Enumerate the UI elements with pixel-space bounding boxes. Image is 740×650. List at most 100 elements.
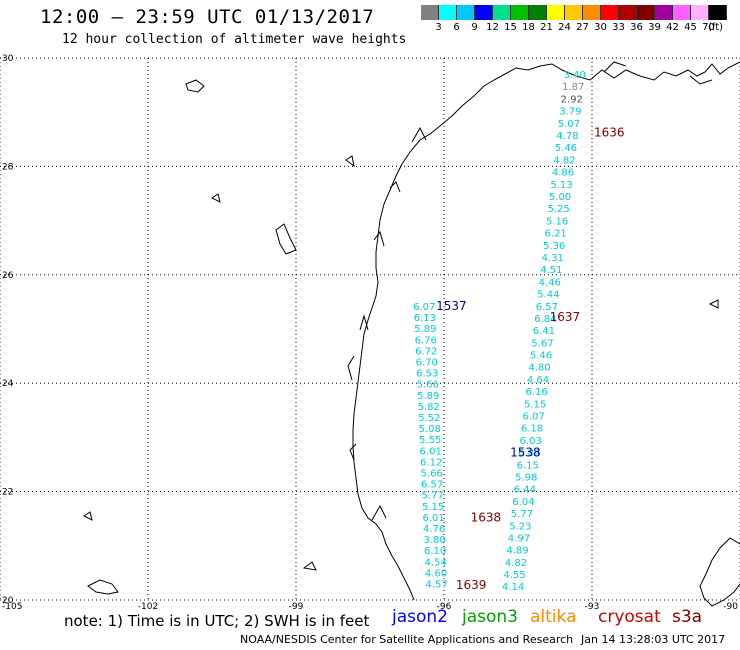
latitude-label: 26	[2, 271, 14, 281]
wave-height-value: 6.15	[517, 460, 539, 471]
color-scale-swatch: 18	[511, 5, 535, 33]
wave-height-value: 5.89	[417, 391, 439, 402]
color-scale-swatch: 9	[457, 5, 478, 33]
wave-height-value: 5.46	[555, 143, 577, 154]
wave-height-value: 4.97	[508, 533, 530, 544]
inland-feature	[83, 79, 355, 571]
color-scale-label: 3	[435, 22, 442, 33]
wave-height-value: 5.44	[537, 290, 559, 301]
wave-height-value: 6.41	[533, 326, 555, 337]
satellite-legend-altika: altika	[530, 607, 577, 627]
wave-height-value: 3.40	[564, 70, 586, 81]
wave-height-value: 2.92	[561, 94, 583, 105]
island-cuba	[87, 299, 719, 595]
wave-height-value: 6.04	[512, 497, 534, 508]
wave-height-value: 6.18	[521, 424, 543, 435]
longitude-label: -93	[585, 602, 600, 612]
wave-height-value: 4.14	[502, 582, 524, 593]
wave-height-value: 4.51	[540, 265, 562, 276]
color-scale-swatch: 42	[655, 5, 679, 33]
wave-height-value: 4.76	[423, 524, 445, 535]
wave-height-value: 5.77	[511, 509, 533, 520]
color-scale-label: 15	[504, 22, 517, 33]
wave-height-value: 5.36	[543, 241, 565, 252]
generated-timestamp: Jan 14 13:28:03 UTC 2017	[581, 633, 726, 646]
axis-labels: 30 28 26 24 22 20-105 -102 -99 -96 -93 -90	[2, 54, 738, 612]
wave-height-value: 5.52	[418, 413, 440, 424]
color-scale-label: 9	[471, 22, 478, 33]
color-scale-label: 30	[594, 22, 607, 33]
color-scale-legend: 3 6 9 12 15 18 21 24 27 30 33 36 39 42 45 70	[421, 5, 727, 33]
color-scale-swatch: 24	[547, 5, 571, 33]
wave-height-value: 4.46	[539, 277, 561, 288]
wave-height-value: 6.07	[522, 412, 544, 423]
wave-height-value: 6.76	[415, 335, 437, 346]
color-scale-swatch: 15	[493, 5, 517, 33]
latitude-label: 28	[2, 162, 14, 172]
latitude-label: 22	[2, 488, 13, 498]
wave-height-value: 6.72	[415, 346, 437, 357]
wave-height-value: 5.67	[531, 338, 553, 349]
wave-height-value: 4.64	[527, 375, 549, 386]
color-scale-swatch: 3	[421, 5, 442, 33]
wave-height-value: 6.01	[420, 446, 442, 457]
wave-height-value: 6.12	[420, 457, 442, 468]
wave-height-value: 5.66	[417, 380, 439, 391]
wave-height-value: 6.10	[424, 546, 446, 557]
color-scale-swatch: 45	[673, 5, 697, 33]
wave-height-value: 6.03	[520, 436, 542, 447]
wave-height-value: 6.01	[423, 513, 445, 524]
wave-height-value: 6.57	[421, 480, 443, 491]
color-scale-swatch: 70	[691, 5, 715, 33]
wave-height-value: 5.00	[549, 192, 571, 203]
wave-height-value: 6.53	[416, 369, 438, 380]
wave-height-value: 6.16	[525, 387, 547, 398]
pass-number-label: 1537	[436, 299, 467, 313]
color-scale-swatch: 36	[619, 5, 643, 33]
wave-height-value: 5.08	[419, 424, 441, 435]
credit-text: NOAA/NESDIS Center for Satellite Applica…	[240, 633, 574, 646]
latitude-label: 30	[2, 54, 14, 64]
color-scale-label: 27	[576, 22, 589, 33]
color-scale-label: 33	[612, 22, 625, 33]
pass-number-label: 1639	[456, 578, 487, 592]
wave-height-value: 5.16	[546, 216, 568, 227]
coastline-east	[699, 537, 740, 607]
map-subtitle: 12 hour collection of altimeter wave hei…	[62, 32, 407, 47]
color-scale-label: 21	[540, 22, 553, 33]
wave-height-value: 6.44	[514, 485, 536, 496]
wave-height-value: 6.21	[545, 229, 567, 240]
wave-height-value: 4.86	[552, 168, 574, 179]
wave-height-value: 5.15	[422, 502, 444, 513]
pass-labels: 1636 1537 1637 1538 1638 1639	[436, 126, 624, 593]
color-scale-label: 24	[558, 22, 571, 33]
satellite-legend-cryosat: cryosat	[598, 607, 661, 627]
color-scale-label: 70	[702, 22, 715, 33]
wave-height-value: 4.60	[425, 568, 447, 579]
wave-height-value: 4.89	[506, 546, 528, 557]
color-scale-label: 42	[666, 22, 679, 33]
wave-height-value: 5.98	[515, 472, 537, 483]
wave-height-value: 5.77	[422, 491, 444, 502]
wave-height-value: 4.31	[542, 253, 564, 264]
wave-height-value: 6.70	[416, 358, 438, 369]
wave-height-value: 3.80	[423, 535, 445, 546]
wave-height-value: 5.46	[530, 351, 552, 362]
color-scale-label: 18	[522, 22, 535, 33]
color-scale-swatch: 12	[475, 5, 499, 33]
color-scale-swatch: 39	[637, 5, 661, 33]
wave-height-value: 4.80	[528, 363, 550, 374]
wave-height-value: 5.15	[524, 399, 546, 410]
wave-height-value: 6.84	[534, 314, 556, 325]
wave-height-value: 5.55	[419, 435, 441, 446]
coastline	[352, 61, 740, 601]
pass-number-label: 1637	[550, 310, 581, 324]
color-scale-swatch: 30	[583, 5, 607, 33]
color-scale-swatch: 33	[601, 5, 625, 33]
wave-height-value: 4.54	[424, 557, 446, 568]
lat-lon-grid	[0, 57, 740, 601]
wave-height-value: 6.13	[414, 313, 436, 324]
longitude-label: -90	[723, 602, 738, 612]
wave-height-value: 4.82	[505, 558, 527, 569]
